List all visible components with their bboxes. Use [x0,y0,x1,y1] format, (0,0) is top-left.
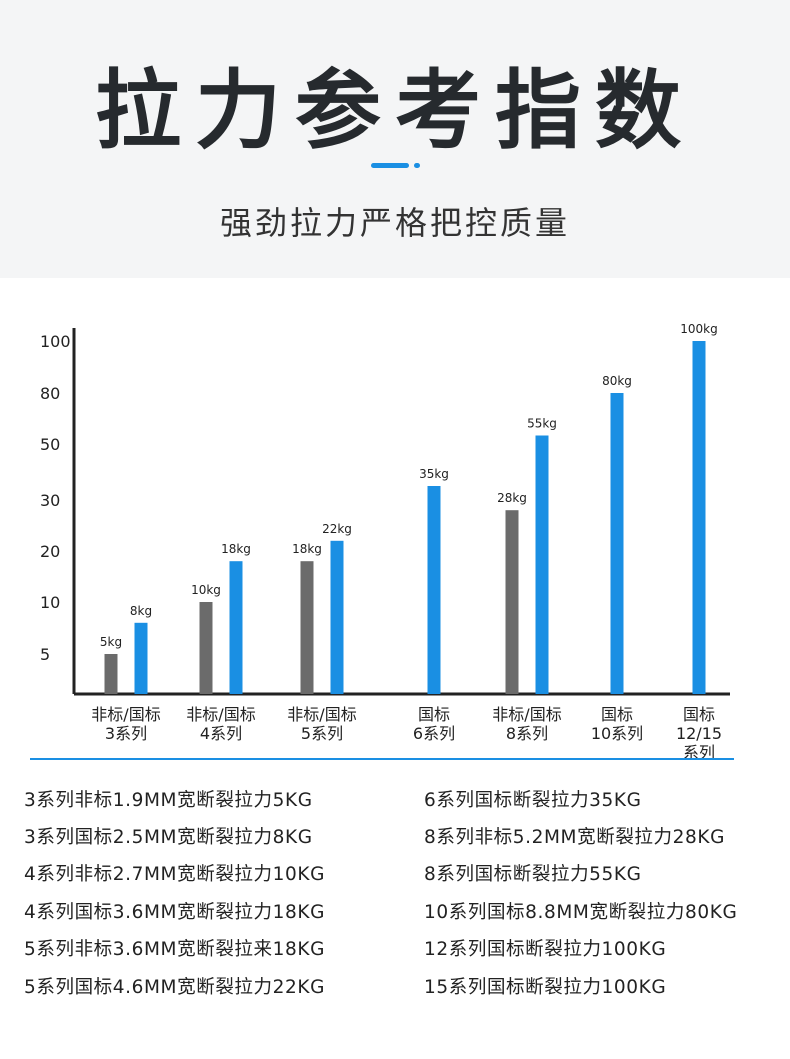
y-tick-label: 5 [40,645,50,664]
x-category-label: 3系列 [105,724,147,743]
bar [427,486,441,694]
y-tick-label: 10 [40,593,60,612]
bar-value-label: 22kg [322,522,352,536]
bar-value-label: 80kg [602,374,632,388]
bar [104,654,118,694]
x-category-label: 5系列 [301,724,343,743]
bar [134,622,148,694]
title-accent-dot [414,163,420,168]
bar [692,341,706,694]
page-title: 拉力参考指数 [95,61,695,161]
x-category-label: 4系列 [200,724,242,743]
y-tick-label: 30 [40,491,60,510]
bar [535,435,549,694]
bar [610,393,624,694]
y-tick-label: 50 [40,435,60,454]
x-category-label: 国标 [683,705,715,724]
bar-value-label: 8kg [130,604,152,618]
x-category-label: 8系列 [506,724,548,743]
bar-value-label: 5kg [100,635,122,649]
bar [229,561,243,694]
bar [300,561,314,694]
x-category-label: 6系列 [413,724,455,743]
bar [199,602,213,694]
bar-value-label: 18kg [292,542,322,556]
x-category-label: 国标 [601,705,633,724]
bar-value-label: 10kg [191,583,221,597]
tensile-chart: 100805030201055kg8kg非标/国标3系列10kg18kg非标/国… [30,322,734,762]
bar-value-label: 55kg [527,417,557,431]
x-category-label: 10系列 [591,724,643,743]
bar-value-label: 100kg [680,322,717,336]
x-category-label: 非标/国标 [492,705,561,724]
x-category-label: 非标/国标 [287,705,356,724]
bar-value-label: 28kg [497,491,527,505]
y-tick-label: 80 [40,384,60,403]
bar [330,540,344,694]
x-category-label: 非标/国标 [186,705,255,724]
x-category-label: 非标/国标 [91,705,160,724]
bar-value-label: 35kg [419,467,449,481]
y-tick-label: 100 [40,332,71,351]
x-category-label: 12/15 [676,724,722,743]
x-category-label: 国标 [418,705,450,724]
y-tick-label: 20 [40,542,60,561]
bar [505,510,519,694]
title-accent-dash [371,163,409,168]
x-category-label: 系列 [683,743,715,762]
page-subtitle: 强劲拉力严格把控质量 [219,204,570,242]
chart-panel: 100 80 50 30 20 10 5 5kg 8kg 非标/国标 3系列 10kg 18kg 非标/国… [0,278,790,1059]
bar-value-label: 18kg [221,542,251,556]
